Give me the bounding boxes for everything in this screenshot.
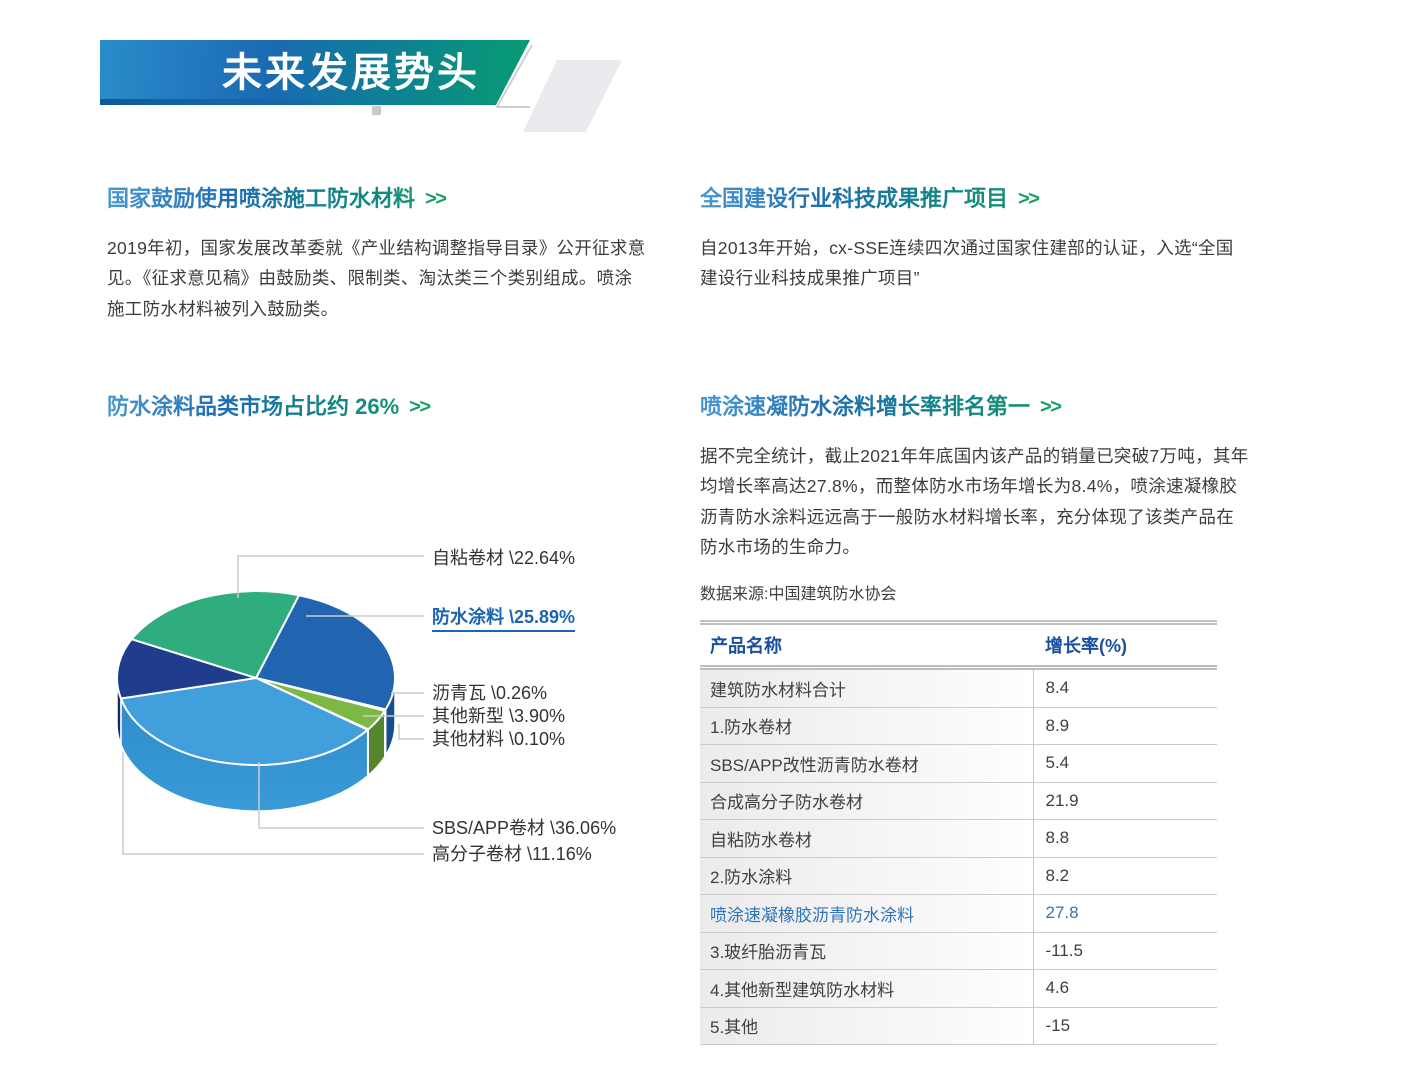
pie-top-faces [116, 590, 396, 766]
leader-self-adhesive [237, 555, 424, 598]
page-title: 未来发展势头 [222, 50, 480, 95]
arrows-icon: >> [1040, 396, 1062, 418]
pie-slice-sbs-app [119, 677, 369, 766]
section-policy: 国家鼓励使用喷涂施工防水材料 >> 2019年初，国家发展改革委就《产业结构调整指… [107, 186, 647, 324]
pie-label-self-adhesive: 自粘卷材 \22.64% [432, 548, 576, 568]
table-row: 自粘防水卷材 8.8 [700, 819, 1217, 858]
product-name-cell: 2.防水涂料 [700, 857, 1034, 895]
data-source-note: 数据来源:中国建筑防水协会 [700, 586, 897, 603]
section-growth-rate-title: 喷涂速凝防水涂料增长率排名第一 >> [700, 394, 1062, 419]
section-policy-title: 国家鼓励使用喷涂施工防水材料 >> [107, 186, 447, 211]
growth-value-cell: -15 [1033, 1007, 1217, 1045]
pie-slice-other-materials [255, 677, 370, 731]
pie-side-sbs-app [120, 698, 369, 812]
product-name-cell: 4.其他新型建筑防水材料 [700, 969, 1034, 1008]
pie-label-other-materials: 其他材料 \0.10% [432, 729, 566, 749]
growth-rate-table: 产品名称 增长率(%) 建筑防水材料合计 8.4 1.防水卷材 8.9 SBS/AP… [700, 620, 1217, 1045]
page-banner: 未来发展势头 [100, 40, 530, 105]
pie-label-coatings[interactable]: 防水涂料 \25.89% [432, 605, 576, 632]
table-row: 1.防水卷材 8.9 [700, 707, 1217, 745]
product-name-cell: 建筑防水材料合计 [700, 667, 1034, 708]
table-row: SBS/APP改性沥青防水卷材 5.4 [700, 744, 1217, 783]
pie-side-coatings [384, 677, 396, 759]
section-policy-body: 2019年初，国家发展改革委就《产业结构调整指导目录》公开征求意见。《征求意见稿… [107, 238, 646, 319]
pie-slice-asphalt-shingle [255, 677, 387, 712]
table-row: 5.其他 -15 [700, 1007, 1217, 1045]
growth-value-cell: 27.8 [1033, 894, 1217, 933]
pie-label-other-new: 其他新型 \3.90% [432, 706, 566, 726]
banner-dot-decoration [372, 106, 381, 115]
growth-value-cell: 21.9 [1033, 782, 1217, 820]
col-header-growth: 增长率(%) [1033, 622, 1217, 670]
section-growth-rate-body: 据不完全统计，截止2021年年底国内该产品的销量已突破7万吨，其年均增长率高达2… [700, 446, 1249, 557]
growth-value-cell: 8.8 [1033, 819, 1217, 858]
arrows-icon: >> [1018, 188, 1040, 210]
pie-leader-lines [122, 555, 424, 855]
pie-slice-coatings [255, 594, 396, 711]
col-header-product: 产品名称 [700, 622, 1033, 670]
pie-side-other-new [367, 708, 386, 778]
table-row: 建筑防水材料合计 8.4 [700, 667, 1217, 708]
growth-value-cell: 5.4 [1033, 744, 1217, 783]
banner-chevron-outline [495, 44, 533, 108]
section-market-share-title: 防水涂料品类市场占比约 26% >> [107, 394, 431, 419]
section-promotion: 全国建设行业科技成果推广项目 >> 自2013年开始，cx-SSE连续四次通过国家… [700, 186, 1240, 294]
pie-label-polymer: 高分子卷材 \11.16% [432, 844, 592, 864]
growth-value-cell: 8.4 [1033, 667, 1217, 708]
leader-sbs-app [258, 762, 424, 829]
table-header-row: 产品名称 增长率(%) [700, 622, 1217, 670]
pie-label-sbs-app: SBS/APP卷材 \36.06% [432, 818, 617, 838]
growth-value-cell: 8.9 [1033, 707, 1217, 745]
section-market-share: 防水涂料品类市场占比约 26% >> [107, 394, 431, 420]
section-growth-rate: 喷涂速凝防水涂料增长率排名第一 >> 据不完全统计，截止2021年年底国内该产品的… [700, 394, 1250, 562]
section-promotion-title: 全国建设行业科技成果推广项目 >> [700, 186, 1040, 211]
table-row: 合成高分子防水卷材 21.9 [700, 782, 1217, 820]
pie-slice-polymer [116, 638, 257, 700]
table-row: 4.其他新型建筑防水材料 4.6 [700, 969, 1217, 1008]
arrows-icon: >> [425, 188, 447, 210]
pie-slice-self-adhesive [130, 590, 300, 679]
pie-side-walls [116, 677, 396, 812]
arrows-icon: >> [409, 396, 431, 418]
product-name-cell: 喷涂速凝橡胶沥青防水涂料 [700, 894, 1034, 933]
pie-side-polymer [116, 677, 122, 745]
pie-side-asphalt-shingle [384, 706, 387, 760]
leader-polymer [122, 752, 424, 855]
product-name-cell: 1.防水卷材 [700, 707, 1034, 745]
table-row: 3.玻纤胎沥青瓦 -11.5 [700, 932, 1217, 970]
growth-value-cell: 4.6 [1033, 969, 1217, 1008]
pie-label-asphalt-shingle: 沥青瓦 \0.26% [432, 683, 548, 703]
product-name-cell: 5.其他 [700, 1007, 1034, 1045]
banner-shadow-strip [100, 99, 367, 105]
section-promotion-body: 自2013年开始，cx-SSE连续四次通过国家住建部的认证，入选“全国建设行业科… [700, 238, 1234, 289]
product-name-cell: SBS/APP改性沥青防水卷材 [700, 744, 1034, 783]
product-name-cell: 3.玻纤胎沥青瓦 [700, 932, 1034, 970]
pie-slice-other-new [255, 677, 386, 731]
product-name-cell: 合成高分子防水卷材 [700, 782, 1034, 820]
product-name-cell: 自粘防水卷材 [700, 819, 1034, 858]
growth-value-cell: 8.2 [1033, 857, 1217, 895]
growth-value-cell: -11.5 [1033, 932, 1217, 970]
leader-other-materials [398, 724, 424, 740]
table-row: 2.防水涂料 8.2 [700, 857, 1217, 895]
pie-side-other-materials [366, 727, 369, 778]
table-row-highlighted: 喷涂速凝橡胶沥青防水涂料 27.8 [700, 894, 1217, 933]
